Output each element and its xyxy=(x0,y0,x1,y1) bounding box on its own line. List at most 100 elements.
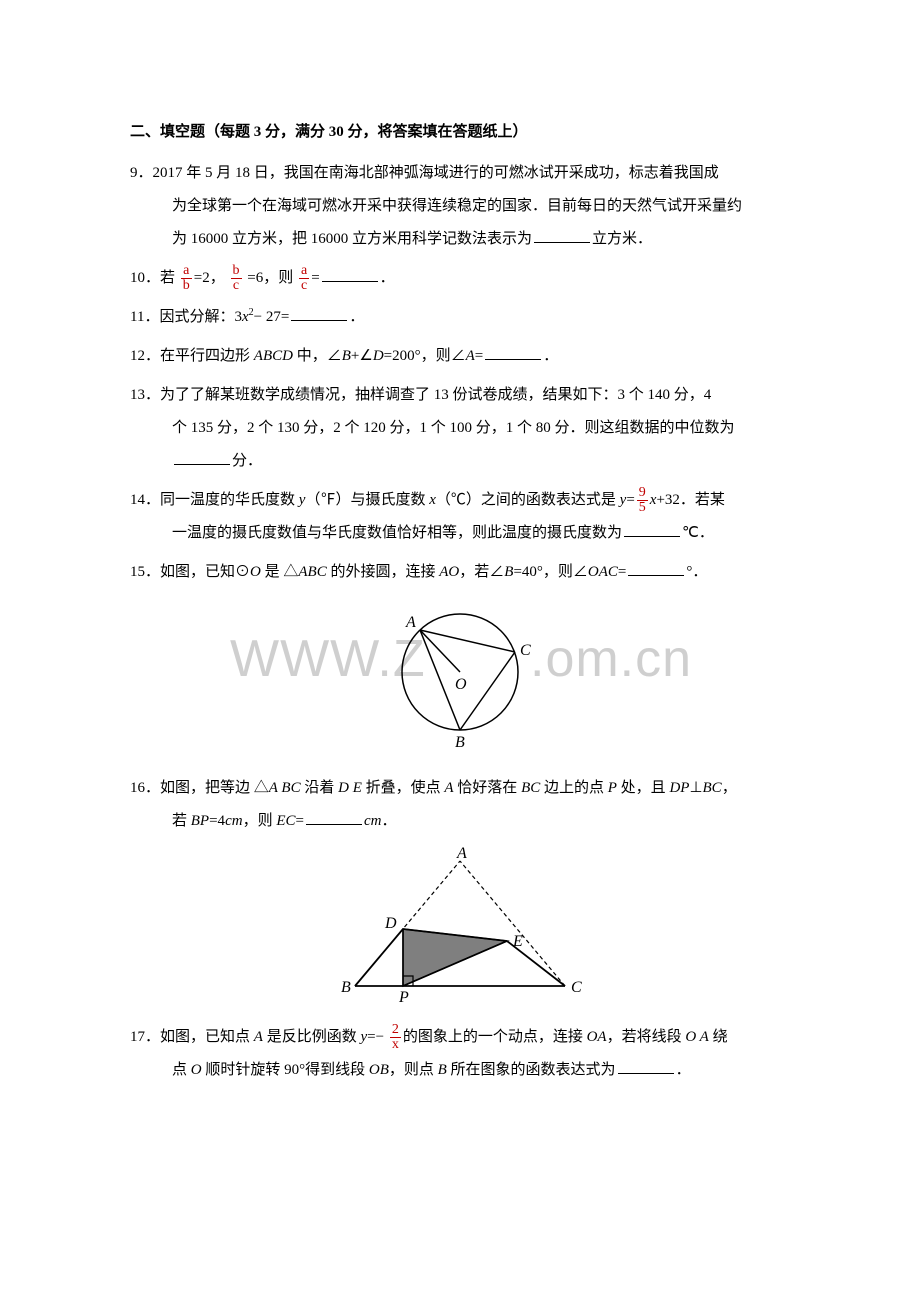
q17-l1c: 的图象上的一个动点，连接 xyxy=(403,1029,587,1045)
q16-eq4: =4 xyxy=(209,813,225,829)
q16-P: P xyxy=(608,780,617,796)
q9-line3b: 立方米． xyxy=(592,231,652,247)
q14-x: x xyxy=(429,492,436,508)
q11-pre: 因式分解：3 xyxy=(159,309,242,325)
q10-post: = xyxy=(311,270,319,286)
q17-l1b: 是反比例函数 xyxy=(263,1029,361,1045)
q16-cm2: cm xyxy=(364,813,382,829)
blank xyxy=(174,450,230,465)
frac-num: 2 xyxy=(390,1023,401,1037)
q12-eqend: = xyxy=(475,348,483,364)
frac-den: b xyxy=(181,278,192,293)
q17-l1d: ，若将线段 xyxy=(607,1029,686,1045)
q16-EC: EC xyxy=(276,813,295,829)
label-B: B xyxy=(341,979,351,996)
q15-O: O xyxy=(250,564,261,580)
q17-l2a: 点 xyxy=(172,1062,191,1078)
q15-pre: 如图，已知⊙ xyxy=(160,564,250,580)
frac-2-x: 2x xyxy=(390,1023,401,1052)
question-13: 13．为了了解某班数学成绩情况，抽样调查了 13 份试卷成绩，结果如下：3 个 … xyxy=(130,379,790,478)
q12-mid: 中，∠ xyxy=(293,348,342,364)
question-14: 14．同一温度的华氏度数 y（℉）与摄氏度数 x（℃）之间的函数表达式是 y=9… xyxy=(130,484,790,550)
figure-q16: A B C D E P xyxy=(130,846,790,1011)
label-D: D xyxy=(384,915,397,932)
frac-den: x xyxy=(390,1037,401,1052)
q12-B: B xyxy=(342,348,351,364)
blank xyxy=(485,345,541,360)
q16-cm1: cm xyxy=(225,813,243,829)
frac-den: 5 xyxy=(637,500,648,515)
blank xyxy=(291,306,347,321)
label-A: A xyxy=(405,614,416,631)
q9-line3a: 为 16000 立方米，把 16000 立方米用科学记数法表示为 xyxy=(172,231,532,247)
page: 二、填空题（每题 3 分，满分 30 分，将答案填在答题纸上） 9．2017 年… xyxy=(0,0,920,1302)
q9-line1: 2017 年 5 月 18 日，我国在南海北部神弧海域进行的可燃冰试开采成功，标… xyxy=(153,165,719,181)
q11-num: 11． xyxy=(130,309,159,325)
q13-line1: 为了了解某班数学成绩情况，抽样调查了 13 份试卷成绩，结果如下：3 个 140… xyxy=(160,387,711,403)
q17-line2: 点 O 顺时针旋转 90°得到线段 OB，则点 B 所在图象的函数表达式为． xyxy=(130,1054,790,1087)
q16-l1c: 折叠，使点 xyxy=(362,780,445,796)
q12-A: A xyxy=(466,348,475,364)
q12-pre: 在平行四边形 xyxy=(160,348,254,364)
q16-l1b: 沿着 xyxy=(301,780,339,796)
q16-DE: D E xyxy=(338,780,362,796)
frac-num: a xyxy=(299,264,309,278)
q11-tail: ． xyxy=(349,309,364,325)
label-B: B xyxy=(455,734,465,751)
label-C: C xyxy=(571,979,582,996)
q15-OAC: OAC xyxy=(588,564,618,580)
frac-a-c: ac xyxy=(299,264,309,293)
blank xyxy=(534,228,590,243)
frac-b-c: bc xyxy=(231,264,242,293)
q16-line2: 若 BP=4cm，则 EC=cm． xyxy=(130,805,790,838)
q12-tail: ． xyxy=(543,348,558,364)
q15-ABC: ABC xyxy=(298,564,326,580)
q14-eq: = xyxy=(626,492,634,508)
q16-comma: ， xyxy=(722,780,737,796)
q16-BP: BP xyxy=(191,813,209,829)
q15-m4: =40°，则∠ xyxy=(513,564,587,580)
q17-num: 17． xyxy=(130,1029,160,1045)
q16-l2b: ，则 xyxy=(243,813,277,829)
frac-num: 9 xyxy=(637,486,648,500)
label-C: C xyxy=(520,642,531,659)
q11-var: x xyxy=(242,309,249,325)
q17-OA2: O A xyxy=(685,1029,708,1045)
question-15: 15．如图，已知⊙O 是 △ABC 的外接圆，连接 AO，若∠B=40°，则∠O… xyxy=(130,556,790,589)
q14-plus32: +32．若某 xyxy=(656,492,724,508)
q17-tail: ． xyxy=(676,1062,691,1078)
blank xyxy=(322,267,378,282)
q16-BC3: BC xyxy=(703,780,722,796)
q15-AO: AO xyxy=(439,564,459,580)
frac-num: b xyxy=(231,264,242,278)
question-9: 9．2017 年 5 月 18 日，我国在南海北部神弧海域进行的可燃冰试开采成功… xyxy=(130,157,790,256)
q17-l1a: 如图，已知点 xyxy=(160,1029,254,1045)
q11-mid: − 27= xyxy=(254,309,290,325)
figure-q15: A C B O xyxy=(130,597,790,762)
q10-eq2: =6，则 xyxy=(244,270,294,286)
q12-D: D xyxy=(373,348,384,364)
q14-num: 14． xyxy=(130,492,160,508)
blank xyxy=(618,1059,674,1074)
q14-degC: （℃）之间的函数表达式是 xyxy=(436,492,620,508)
question-12: 12．在平行四边形 ABCD 中，∠B+∠D=200°，则∠A=． xyxy=(130,340,790,373)
q16-l1e: 边上的点 xyxy=(540,780,608,796)
q17-l1e: 绕 xyxy=(709,1029,728,1045)
section-title: 二、填空题（每题 3 分，满分 30 分，将答案填在答题纸上） xyxy=(130,120,790,141)
q17-l2d: 所在图象的函数表达式为 xyxy=(447,1062,616,1078)
label-E: E xyxy=(512,933,523,950)
frac-num: a xyxy=(181,264,192,278)
question-16: 16．如图，把等边 △A BC 沿着 D E 折叠，使点 A 恰好落在 BC 边… xyxy=(130,772,790,838)
question-11: 11．因式分解：3x2− 27=． xyxy=(130,301,790,334)
q16-l1d: 恰好落在 xyxy=(454,780,522,796)
q17-O: O xyxy=(191,1062,202,1078)
q14-l2a: 一温度的摄氏度数值与华氏度数值恰好相等，则此温度的摄氏度数为 xyxy=(172,525,622,541)
q17-B: B xyxy=(438,1062,447,1078)
q17-l2b: 顺时针旋转 90°得到线段 xyxy=(202,1062,369,1078)
q10-num: 10． xyxy=(130,270,160,286)
q16-tail: ． xyxy=(381,813,396,829)
q16-perp: ⊥ xyxy=(689,780,702,796)
q14-l1a: 同一温度的华氏度数 xyxy=(160,492,299,508)
q15-svg: A C B O xyxy=(375,597,545,757)
q16-BC: BC xyxy=(521,780,540,796)
